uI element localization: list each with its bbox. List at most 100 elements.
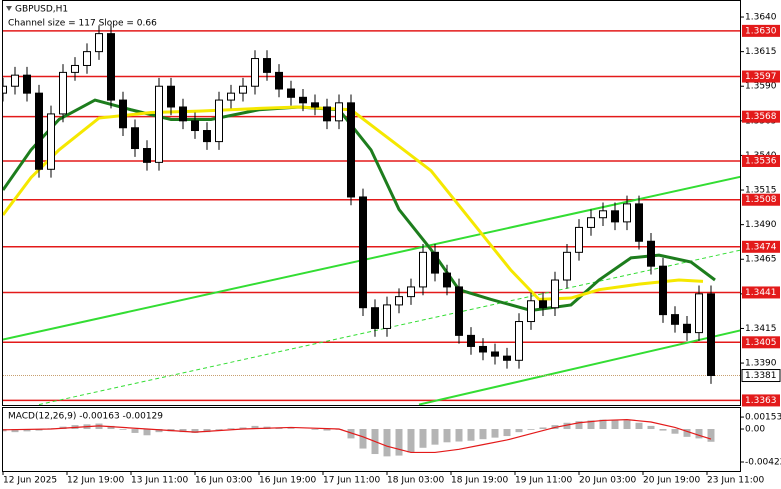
candle-body	[155, 85, 163, 163]
macd-frame	[2, 407, 741, 472]
level-label: 1.3474	[745, 242, 777, 252]
macd-bar	[659, 429, 667, 431]
candle-body	[11, 74, 19, 87]
y-tick-label: 0.00	[745, 425, 765, 435]
y-tick-label: 1.3490	[745, 220, 777, 230]
moving-average	[3, 105, 704, 301]
candle-body	[179, 106, 187, 122]
candle-body	[599, 210, 607, 219]
candle-body	[83, 51, 91, 66]
macd-bar	[155, 429, 163, 433]
level-label: 1.3630	[745, 26, 777, 36]
candle-body	[659, 265, 667, 316]
y-tick-label: 1.3515	[745, 186, 777, 196]
macd-signal	[3, 419, 712, 454]
candle-body	[443, 272, 451, 288]
candle-body	[287, 88, 295, 98]
candle-body	[491, 351, 499, 357]
macd-bar	[107, 425, 115, 430]
macd-bar	[407, 429, 415, 453]
level-label-box	[742, 110, 780, 123]
macd-bar	[323, 429, 331, 431]
macd-bar	[419, 429, 427, 448]
main-frame	[2, 0, 741, 406]
macd-bar	[479, 429, 487, 440]
candle-body	[419, 251, 427, 288]
macd-bar	[383, 429, 391, 457]
candle-body	[707, 293, 715, 377]
candle-body	[71, 64, 79, 73]
y-tick-label: -0.00422	[745, 457, 781, 467]
macd-bar	[119, 429, 127, 430]
candle-body	[635, 203, 643, 242]
macd-bar	[467, 429, 475, 441]
macd-bar	[455, 429, 463, 442]
candle-body	[23, 74, 31, 94]
x-tick-label: 16 Jun 03:00	[195, 476, 252, 486]
candle-body	[359, 196, 367, 309]
level-label: 1.3405	[745, 338, 777, 348]
candle-body	[251, 58, 259, 87]
macd-bar	[671, 429, 679, 434]
macd-bar	[575, 421, 583, 430]
candle-body	[407, 286, 415, 298]
macd-bar	[563, 422, 571, 430]
level-label-box	[742, 286, 780, 299]
candle-body	[647, 240, 655, 267]
chart-title: GBPUSD,H1	[15, 5, 68, 15]
macd-bar	[179, 429, 187, 433]
candle-body	[119, 99, 127, 129]
candle-body	[3, 85, 7, 94]
level-label-box	[742, 70, 780, 83]
candle-body	[563, 251, 571, 281]
candle-body	[395, 296, 403, 306]
candle-body	[479, 345, 487, 353]
macd-bar	[647, 425, 655, 430]
candle-body	[227, 92, 235, 101]
macd-bar	[623, 420, 631, 430]
candle-body	[107, 33, 115, 101]
macd-bar	[431, 429, 439, 445]
macd-bar	[695, 429, 703, 439]
macd-bar	[143, 429, 151, 436]
x-tick-label: 13 Jun 11:00	[131, 476, 188, 486]
macd-bar	[251, 425, 259, 430]
candle-body	[167, 85, 175, 108]
axes: 1.36401.36151.35901.35651.35401.35151.34…	[2, 13, 781, 486]
channel-line	[3, 175, 740, 341]
last-price-box	[741, 369, 781, 383]
macd-bar	[23, 429, 31, 432]
candle-body	[503, 355, 511, 361]
macd-bar	[359, 429, 367, 449]
last-price-label: 1.3381	[745, 371, 777, 381]
x-tick-label: 18 Jun 19:00	[451, 476, 508, 486]
level-label-box	[742, 240, 780, 253]
candle-body	[455, 286, 463, 336]
candle-body	[203, 130, 211, 143]
macd-bar	[131, 429, 139, 433]
candle-body	[515, 321, 523, 361]
channel-line	[418, 329, 740, 405]
candle-body	[671, 314, 679, 325]
x-tick-label: 20 Jun 19:00	[643, 476, 700, 486]
macd-bar	[347, 429, 355, 439]
candle-body	[431, 251, 439, 274]
candle-body	[239, 85, 247, 94]
candle-body	[311, 102, 319, 108]
level-label: 1.3536	[745, 156, 777, 166]
x-tick-label: 20 Jun 03:00	[579, 476, 636, 486]
level-label-box	[742, 336, 780, 349]
y-tick-label: 1.3390	[745, 359, 777, 369]
candle-body	[299, 96, 307, 104]
candle-body	[371, 307, 379, 329]
candle-body	[623, 203, 631, 223]
candle-body	[527, 300, 535, 323]
x-tick-label: 12 Jun 19:00	[67, 476, 124, 486]
macd-bar	[215, 429, 223, 430]
macd-bar	[503, 429, 511, 437]
macd-title: MACD(12,26,9) -0.00163 -0.00129	[8, 412, 163, 422]
macd-bar	[395, 429, 403, 456]
macd-plot	[3, 419, 715, 457]
candle-body	[575, 226, 583, 253]
